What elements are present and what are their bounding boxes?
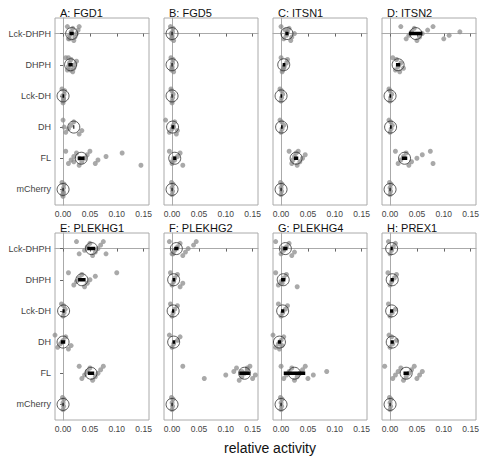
svg-text:0.10: 0.10 [217,424,234,434]
svg-text:G: PLEKHG4: G: PLEKHG4 [278,222,343,234]
svg-text:0.15: 0.15 [462,424,479,434]
svg-text:0.05: 0.05 [82,424,99,434]
svg-text:mCherry: mCherry [16,184,51,194]
svg-text:DHPH: DHPH [25,60,51,70]
svg-text:H: PREX1: H: PREX1 [387,222,437,234]
svg-text:B: FGD5: B: FGD5 [169,7,212,19]
svg-text:0.10: 0.10 [108,209,125,219]
svg-text:Lck-DH: Lck-DH [21,91,51,101]
svg-text:Lck-DHPH: Lck-DHPH [8,244,51,254]
svg-text:0.10: 0.10 [217,209,234,219]
svg-text:0.05: 0.05 [409,424,426,434]
svg-text:C: ITSN1: C: ITSN1 [278,7,323,19]
svg-text:0.05: 0.05 [300,209,317,219]
svg-text:FL: FL [40,153,51,163]
svg-text:E: PLEKHG1: E: PLEKHG1 [60,222,124,234]
svg-text:0.15: 0.15 [244,209,261,219]
svg-text:0.05: 0.05 [191,424,208,434]
svg-text:FL: FL [40,368,51,378]
svg-text:0.05: 0.05 [82,209,99,219]
svg-text:Lck-DH: Lck-DH [21,306,51,316]
svg-text:0.10: 0.10 [435,424,452,434]
svg-text:0.05: 0.05 [300,424,317,434]
svg-text:0.15: 0.15 [135,209,152,219]
svg-text:F: PLEKHG2: F: PLEKHG2 [169,222,233,234]
svg-text:mCherry: mCherry [16,399,51,409]
svg-text:0.00: 0.00 [164,209,181,219]
svg-text:0.15: 0.15 [353,209,370,219]
svg-text:0.15: 0.15 [244,424,261,434]
svg-text:0.15: 0.15 [135,424,152,434]
svg-text:relative activity: relative activity [224,440,316,456]
svg-text:0.10: 0.10 [108,424,125,434]
svg-text:D: ITSN2: D: ITSN2 [387,7,432,19]
svg-text:0.15: 0.15 [462,209,479,219]
svg-text:DH: DH [38,122,51,132]
svg-text:0.00: 0.00 [273,209,290,219]
svg-text:0.00: 0.00 [273,424,290,434]
svg-text:0.00: 0.00 [382,209,399,219]
svg-text:0.05: 0.05 [191,209,208,219]
svg-text:0.05: 0.05 [409,209,426,219]
svg-text:0.00: 0.00 [55,424,72,434]
svg-text:Lck-DHPH: Lck-DHPH [8,29,51,39]
svg-text:0.00: 0.00 [55,209,72,219]
svg-text:0.00: 0.00 [164,424,181,434]
svg-text:DHPH: DHPH [25,275,51,285]
svg-text:A: FGD1: A: FGD1 [60,7,103,19]
svg-text:0.15: 0.15 [353,424,370,434]
svg-text:0.10: 0.10 [435,209,452,219]
svg-text:DH: DH [38,337,51,347]
svg-text:0.10: 0.10 [326,209,343,219]
svg-text:0.00: 0.00 [382,424,399,434]
svg-text:0.10: 0.10 [326,424,343,434]
